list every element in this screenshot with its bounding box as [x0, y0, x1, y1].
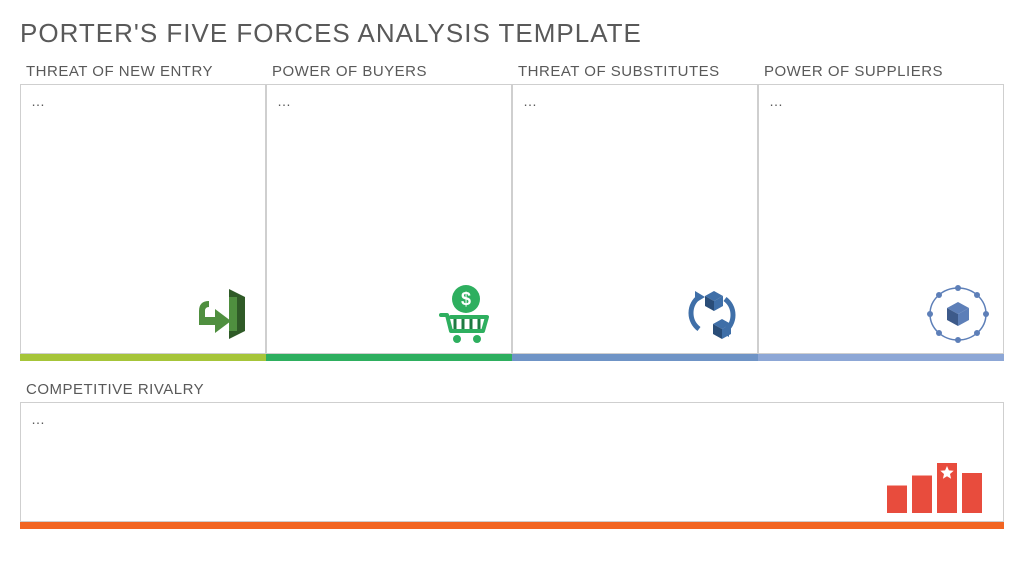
network-cube-icon: [923, 281, 993, 347]
card-box: …: [512, 84, 758, 354]
card-accent-bar: [758, 354, 1004, 361]
svg-text:$: $: [461, 289, 471, 309]
card-box: …: [758, 84, 1004, 354]
card-header: POWER OF BUYERS: [266, 63, 512, 84]
card-header: COMPETITIVE RIVALRY: [20, 381, 1004, 402]
card-accent-bar: [512, 354, 758, 361]
card-box: … $: [266, 84, 512, 354]
entry-arrow-icon: [185, 281, 255, 347]
card-power-buyers: POWER OF BUYERS … $: [266, 63, 512, 361]
card-threat-substitutes: THREAT OF SUBSTITUTES …: [512, 63, 758, 361]
card-box: …: [20, 402, 1004, 522]
card-accent-bar: [20, 354, 266, 361]
page-title: PORTER'S FIVE FORCES ANALYSIS TEMPLATE: [20, 18, 1004, 49]
card-header: POWER OF SUPPLIERS: [758, 63, 1004, 84]
card-power-suppliers: POWER OF SUPPLIERS …: [758, 63, 1004, 361]
top-forces-row: THREAT OF NEW ENTRY … POWER OF BUYERS …: [20, 63, 1004, 361]
card-body: …: [31, 93, 255, 109]
card-body: …: [769, 93, 993, 109]
cycle-cubes-icon: [677, 281, 747, 347]
card-threat-new-entry: THREAT OF NEW ENTRY …: [20, 63, 266, 361]
card-accent-bar: [20, 522, 1004, 529]
card-body: …: [31, 411, 993, 427]
bar-star-icon: [879, 447, 989, 517]
card-header: THREAT OF NEW ENTRY: [20, 63, 266, 84]
card-competitive-rivalry: COMPETITIVE RIVALRY …: [20, 381, 1004, 529]
card-box: …: [20, 84, 266, 354]
card-body: …: [277, 93, 501, 109]
card-accent-bar: [266, 354, 512, 361]
card-body: …: [523, 93, 747, 109]
card-header: THREAT OF SUBSTITUTES: [512, 63, 758, 84]
cart-dollar-icon: $: [431, 281, 501, 347]
